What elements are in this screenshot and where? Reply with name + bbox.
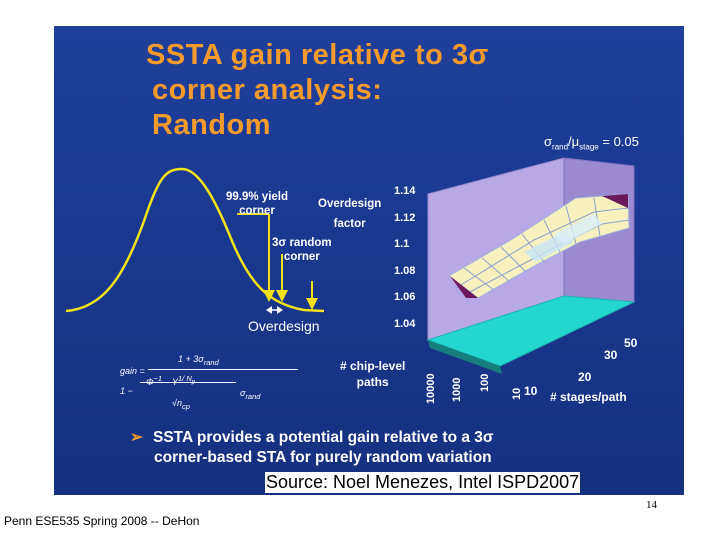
- plot-surface-tint: [524, 214, 602, 262]
- yield-corner-arrowhead: [263, 290, 275, 302]
- random-label-line-1: 3σ random: [272, 237, 332, 249]
- yield-label-line-2: corner: [239, 205, 275, 217]
- sigma-ratio-value: = 0.05: [602, 134, 639, 149]
- bell-curve: [65, 167, 325, 313]
- overdesign-label: Overdesign: [248, 318, 320, 334]
- overdesign-arrowhead-right: [277, 306, 283, 314]
- formula-sqrt-text: √: [172, 398, 177, 408]
- formula-den-sigma: σrand: [240, 388, 260, 401]
- formula-den-sigma-sub: rand: [245, 391, 261, 401]
- paths-tick: 10: [511, 388, 523, 400]
- paths-tick: 1000: [451, 378, 463, 402]
- z-tick: 1.04: [394, 317, 416, 330]
- sigma-ratio-sub1: rand: [552, 142, 569, 152]
- bell-curve-diagram: [65, 167, 325, 314]
- gain-formula: gain = 1 + 3σrand Φ−1 Y1/ Np 1 − σrand √…: [116, 354, 306, 414]
- z-axis-ticks: 1.14 1.12 1.1 1.08 1.06 1.04: [394, 178, 415, 337]
- paths-axis-title: # chip-level paths: [340, 358, 405, 390]
- plot-surface-shade-left: [450, 276, 478, 298]
- formula-phi-sup: −1: [153, 374, 163, 383]
- formula-ncp-sub: cp: [181, 401, 190, 411]
- formula-sqrt: √ncp: [172, 398, 190, 411]
- sigma-ratio-sub2: stage: [579, 142, 599, 152]
- paths-axis-title-line-1: # chip-level: [340, 359, 406, 373]
- sigma-ratio-prefix: σ: [544, 134, 553, 149]
- source-caption: Source: Noel Menezes, Intel ISPD2007: [265, 472, 581, 493]
- z-axis-title: Overdesign factor: [318, 194, 381, 234]
- yield-label-line-1: 99.9% yield: [226, 191, 289, 203]
- surface-plot: [426, 157, 636, 374]
- sigma-ratio-mid: /μ: [568, 134, 580, 149]
- formula-fraction-bar: [148, 369, 298, 370]
- yield-corner-label: 99.9% yield corner: [226, 190, 288, 218]
- random-label-line-2: corner: [283, 251, 320, 263]
- stages-tick: 20: [578, 370, 592, 384]
- footer-text: Penn ESE535 Spring 2008 -- DeHon: [4, 514, 200, 528]
- formula-exp-text: 1/ N: [178, 374, 192, 383]
- slide-title: SSTA gain relative to 3σ corner analysis…: [146, 38, 626, 143]
- formula-den-sigma-text: σ: [240, 388, 246, 398]
- formula-lhs: gain =: [120, 366, 145, 376]
- slide-bullet: ➢ SSTA provides a potential gain relative…: [130, 428, 494, 468]
- slide-image: SSTA gain relative to 3σ corner analysis…: [54, 26, 684, 495]
- plot-surface-shade-right: [602, 194, 628, 208]
- sigma-ratio-label: σrand/μstage = 0.05: [544, 134, 639, 152]
- title-line-3: Random: [152, 109, 271, 141]
- page-number: 14: [646, 499, 657, 511]
- z-tick: 1.1: [394, 238, 410, 250]
- stages-tick: 10: [524, 384, 538, 398]
- z-tick: 1.14: [394, 185, 416, 197]
- title-line-1: SSTA gain relative to 3σ: [146, 39, 489, 71]
- z-tick: 1.08: [394, 264, 416, 277]
- formula-ncp-text: n: [176, 398, 182, 408]
- z-axis-title-line-2: factor: [333, 218, 366, 230]
- paths-tick: 10000: [425, 373, 437, 404]
- bullet-line-1: SSTA provides a potential gain relative …: [153, 429, 494, 446]
- z-axis-title-line-1: Overdesign: [318, 198, 382, 210]
- z-tick: 1.06: [394, 291, 416, 303]
- formula-den-term: 1 −: [120, 386, 133, 396]
- overdesign-arrowhead-left: [266, 306, 272, 314]
- rotated-axis-ticks: 10000 1000 100 10: [425, 373, 523, 404]
- bullet-arrow-icon: ➢: [130, 429, 143, 446]
- z-tick: 1.12: [394, 211, 416, 224]
- stages-tick: 30: [604, 348, 618, 362]
- bullet-line-2: corner-based STA for purely random varia…: [154, 449, 492, 466]
- random-corner-arrowhead: [276, 290, 288, 302]
- random-corner-label: 3σ random corner: [272, 236, 332, 264]
- stages-tick: 50: [624, 336, 638, 350]
- title-line-2: corner analysis:: [152, 74, 383, 106]
- formula-numerator: 1 + 3σrand: [178, 354, 219, 367]
- formula-num-sub: rand: [203, 357, 219, 367]
- formula-inner-bar: [140, 382, 236, 383]
- paths-tick: 100: [479, 374, 491, 392]
- stages-axis-title: # stages/path: [550, 390, 627, 404]
- paths-axis-title-line-2: paths: [356, 375, 389, 389]
- plot-floor-edge: [428, 340, 502, 374]
- paths-arrowhead: [306, 298, 318, 310]
- formula-num-text: 1 + 3σ: [178, 354, 204, 364]
